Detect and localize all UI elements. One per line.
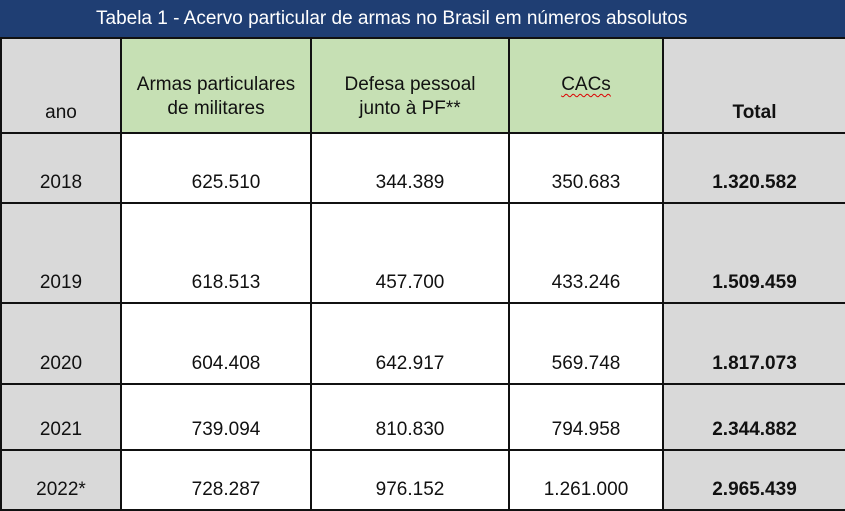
header-total: Total bbox=[662, 37, 845, 134]
cell-ano: 2020 bbox=[0, 302, 122, 385]
header-militares-line1: Armas particulares bbox=[136, 74, 296, 95]
table-title: Tabela 1 - Acervo particular de armas no… bbox=[0, 0, 845, 37]
cell-cacs: 1.261.000 bbox=[508, 449, 664, 511]
cell-militares: 625.510 bbox=[120, 132, 312, 204]
cell-militares: 739.094 bbox=[120, 383, 312, 451]
cell-ano: 2019 bbox=[0, 202, 122, 304]
cell-ano: 2022* bbox=[0, 449, 122, 511]
cell-defesa: 344.389 bbox=[310, 132, 510, 204]
header-militares: Armas particulares de militares bbox=[120, 37, 312, 134]
cell-militares: 604.408 bbox=[120, 302, 312, 385]
header-militares-line2: de militares bbox=[167, 98, 265, 119]
cell-ano: 2018 bbox=[0, 132, 122, 204]
header-cacs: CACs bbox=[508, 37, 664, 134]
table-row: 2020 604.408 642.917 569.748 1.817.073 bbox=[0, 302, 845, 385]
table-row: 2022* 728.287 976.152 1.261.000 2.965.43… bbox=[0, 449, 845, 511]
header-cacs-label: CACs bbox=[561, 74, 611, 95]
table-row: 2019 618.513 457.700 433.246 1.509.459 bbox=[0, 202, 845, 304]
cell-militares: 728.287 bbox=[120, 449, 312, 511]
cell-total: 1.817.073 bbox=[662, 302, 845, 385]
cell-defesa: 642.917 bbox=[310, 302, 510, 385]
weapons-table: ano Armas particulares de militares Defe… bbox=[0, 37, 845, 511]
table-row: 2021 739.094 810.830 794.958 2.344.882 bbox=[0, 383, 845, 451]
header-defesa-line2: junto à PF** bbox=[359, 98, 461, 119]
header-row: ano Armas particulares de militares Defe… bbox=[0, 37, 845, 134]
cell-militares: 618.513 bbox=[120, 202, 312, 304]
cell-cacs: 794.958 bbox=[508, 383, 664, 451]
cell-total: 1.509.459 bbox=[662, 202, 845, 304]
cell-total: 2.965.439 bbox=[662, 449, 845, 511]
cell-total: 2.344.882 bbox=[662, 383, 845, 451]
cell-ano: 2021 bbox=[0, 383, 122, 451]
table-row: 2018 625.510 344.389 350.683 1.320.582 bbox=[0, 132, 845, 204]
cell-cacs: 433.246 bbox=[508, 202, 664, 304]
cell-cacs: 350.683 bbox=[508, 132, 664, 204]
cell-cacs: 569.748 bbox=[508, 302, 664, 385]
cell-defesa: 457.700 bbox=[310, 202, 510, 304]
header-defesa-line1: Defesa pessoal bbox=[344, 74, 476, 95]
cell-total: 1.320.582 bbox=[662, 132, 845, 204]
cell-defesa: 810.830 bbox=[310, 383, 510, 451]
header-ano: ano bbox=[0, 37, 122, 134]
cell-defesa: 976.152 bbox=[310, 449, 510, 511]
header-defesa: Defesa pessoal junto à PF** bbox=[310, 37, 510, 134]
